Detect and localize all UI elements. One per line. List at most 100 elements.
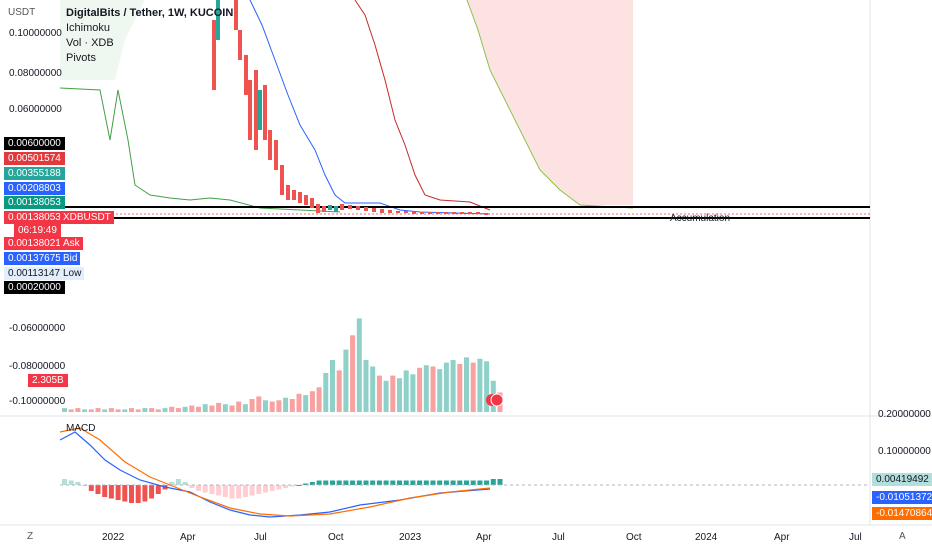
candle [254,70,258,150]
us-flag-icon[interactable] [490,393,504,407]
chart-legend[interactable]: DigitalBits / Tether, 1W, KUCOIN Ichimok… [66,6,233,66]
macd-hist-bar [263,485,268,493]
macd-hist-bar [464,480,469,485]
macd-hist-bar [383,480,389,485]
auto-scale-icon[interactable]: A [899,531,906,542]
volume-bar [202,404,208,412]
symbol-title[interactable]: DigitalBits / Tether, 1W, KUCOIN [66,7,234,19]
volume-bar [350,335,356,412]
macd-hist-bar [102,485,108,497]
volume-bar [62,408,67,412]
volume-bar [68,409,74,412]
candle [304,195,308,205]
candle [216,0,220,40]
candle [476,212,480,214]
macd-axis-label-1: 0.20000000 [878,409,931,420]
volume-bar [149,408,155,412]
macd-hist-bar [417,480,423,485]
macd-hist-bar [330,480,335,485]
candle [436,212,440,214]
volume-bar [249,399,255,412]
conversion-line [249,0,491,215]
candle [298,192,302,203]
time-axis[interactable]: 2022 Apr Jul Oct 2023 Apr Jul Oct 2024 A… [102,532,862,543]
macd-hist-bar [169,482,175,485]
volume-bar [263,400,268,412]
cloud-green-area [60,0,145,80]
indicator-pivots[interactable]: Pivots [66,52,96,64]
macd-signal-line [59,427,491,517]
macd-hist-bar [62,479,67,485]
candle [484,213,488,215]
candles-group [212,0,488,215]
volume-bar [108,408,114,412]
volume-bar [390,375,396,412]
macd-histogram [62,479,503,503]
indicator-ichimoku[interactable]: Ichimoku [66,22,111,34]
macd-hist-bar [276,485,282,490]
candle [322,206,326,212]
macd-hist-bar [209,485,215,494]
macd-hist-bar [236,485,242,499]
volume-bar [229,405,235,412]
macd-hist-bar [403,480,409,485]
candle [238,30,242,60]
candle [460,212,464,214]
macd-hist-bar [289,485,295,487]
candle [280,165,284,195]
time-label: Oct [328,532,344,543]
candle [404,211,408,213]
volume-bar [410,374,416,412]
macd-hist-bar [363,480,369,485]
cloud-edge-line [466,0,634,209]
candle [316,204,320,213]
price-tag-black: 0.00020000 [4,281,65,294]
volume-bar [470,362,476,412]
macd-hist-bar [135,485,141,503]
macd-line [59,431,491,518]
accumulation-annotation[interactable]: Accumulation [670,213,730,224]
candle [234,0,238,30]
currency-label: USDT [8,7,36,18]
macd-hist-bar [410,480,416,485]
macd-hist-bar [242,485,248,497]
volume-bar [477,358,483,412]
macd-hist-bar [175,479,181,485]
volume-bar [236,401,242,412]
candle [380,209,384,213]
zoom-icon[interactable]: Z [27,531,34,542]
macd-hist-bar [68,480,74,485]
indicator-volume[interactable]: Vol · XDB [66,37,114,49]
macd-hist-bar [443,480,449,485]
macd-hist-bar [155,485,161,494]
macd-hist-bar [222,485,228,497]
macd-hist-bar [202,485,208,493]
volume-bar [269,401,275,412]
volume-bar [356,318,362,412]
candle [412,212,416,214]
macd-hist-bar [303,483,309,485]
time-label: Apr [774,532,790,543]
volume-bar [316,387,322,412]
price-tag: 0.00501574 [4,152,65,165]
candle [388,210,392,213]
price-tag: 0.00138053 [4,196,65,209]
macd-hist-bar [356,480,362,485]
volume-bar [129,408,134,412]
price-tag: 0.00355188 [4,167,65,180]
macd-hist-bar [229,485,235,499]
volume-bar [303,395,309,412]
candle [263,85,267,140]
volume-bar [209,405,215,412]
volume-bar [276,400,282,412]
volume-bar [336,370,342,412]
price-axis-label-3: 0.06000000 [9,104,62,115]
candle [268,130,272,160]
macd-label: MACD [66,423,95,434]
macd-hist-bar [108,485,114,499]
candle [468,212,472,214]
macd-hist-bar [182,482,188,485]
volume-bar [423,365,429,412]
macd-hist-bar [390,480,396,485]
